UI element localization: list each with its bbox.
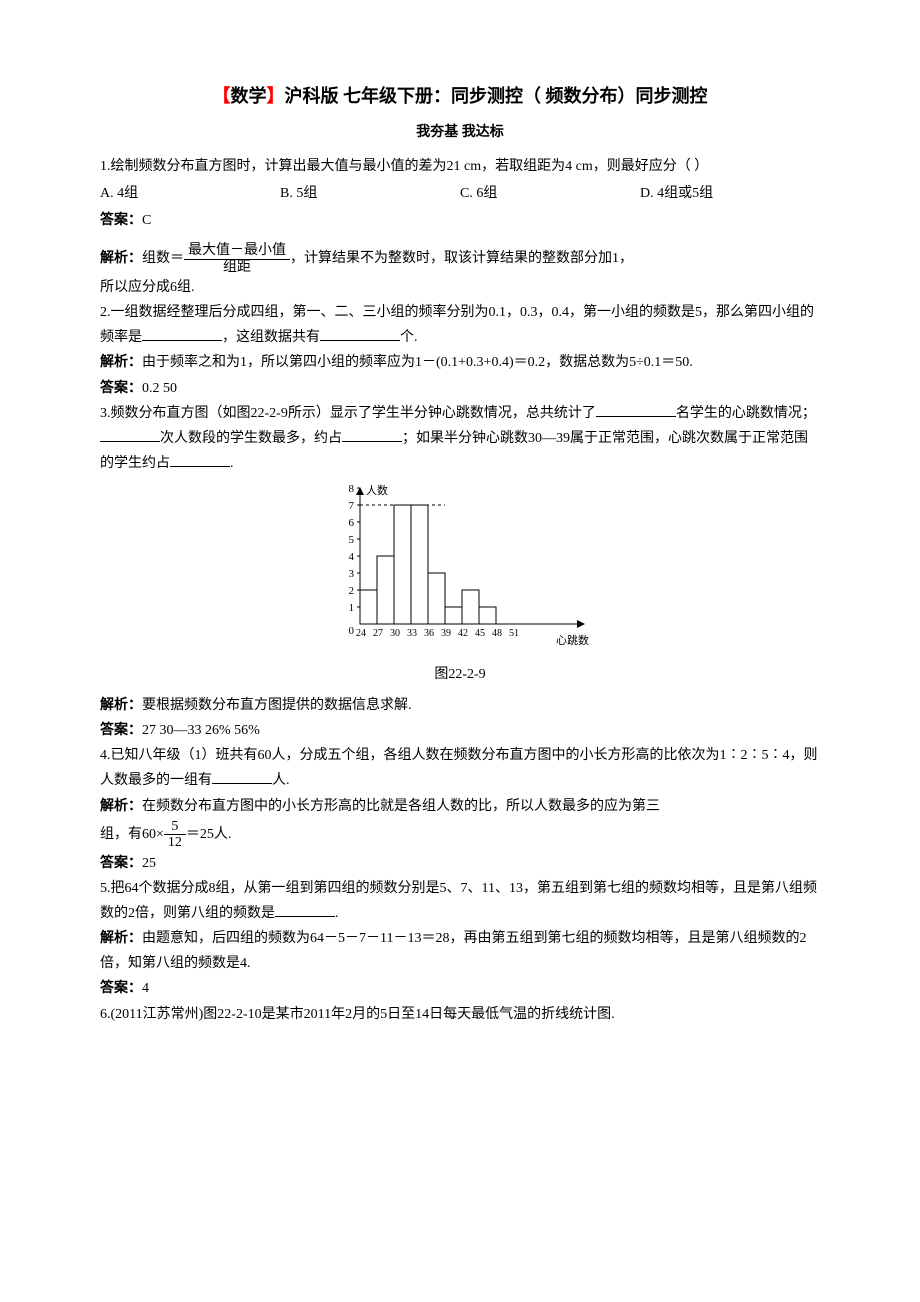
q3-chart: 12345678人数心跳数242730333639424548510 图22-2… [100,482,820,686]
q2-analysis: 由于频率之和为1，所以第四小组的频率应为1－(0.1+0.3+0.4)＝0.2，… [142,355,693,370]
svg-text:2: 2 [349,585,355,597]
option-b: B. 5组 [280,181,460,206]
blank [100,427,160,442]
fraction-numerator: 5 [164,819,186,835]
fraction: 最大值－最小值 组距 [184,243,290,275]
svg-text:24: 24 [356,628,366,639]
title-subject: 数学 [231,86,267,106]
q5-text: 5.把64个数据分成8组，从第一组到第四组的频数分别是5、7、11、13，第五组… [100,876,820,926]
fraction-denominator: 12 [164,835,186,850]
q4-text2: 人. [272,773,290,788]
svg-text:5: 5 [349,534,355,546]
q1-analysis-line2: 所以应分成6组. [100,275,820,300]
answer-label: 答案： [100,213,142,228]
title-bracket: 【 [213,86,231,106]
blank [275,902,335,917]
svg-text:42: 42 [458,628,468,639]
q4-text1: 4.已知八年级（1）班共有60人，分成五个组，各组人数在频数分布直方图中的小长方… [100,748,818,788]
q5-analysis: 由题意知，后四组的频数为64－5－7－11－13＝28，再由第五组到第七组的频数… [100,931,806,971]
svg-text:心跳数: 心跳数 [556,633,589,647]
q6-text: 6.(2011江苏常州)图22-2-10是某市2011年2月的5日至14日每天最… [100,1002,820,1027]
subtitle: 我夯基 我达标 [100,120,820,145]
analysis-label: 解析： [100,799,142,814]
q5-answer: 4 [142,981,149,996]
q3-text2: 名学生的心跳数情况； [676,406,816,421]
q3-text5: . [230,456,234,471]
svg-text:3: 3 [349,568,355,580]
chart-caption: 图22-2-9 [100,662,820,687]
svg-text:48: 48 [492,628,502,639]
q5-text2: . [335,906,339,921]
histogram-svg: 12345678人数心跳数242730333639424548510 [330,482,590,652]
svg-text:1: 1 [349,602,355,614]
svg-text:36: 36 [424,628,434,639]
svg-text:45: 45 [475,628,485,639]
fraction-numerator: 最大值－最小值 [184,243,290,259]
q2-answer: 0.2 50 [142,381,177,396]
q4-answer: 25 [142,856,156,871]
q4-analysis-prefix: 在频数分布直方图中的小长方形高的比就是各组人数的比，所以人数最多的应为第三 [142,799,660,814]
svg-text:4: 4 [349,551,355,563]
q3-text: 3.频数分布直方图（如图22-2-9所示）显示了学生半分钟心跳数情况，总共统计了… [100,401,820,477]
q4-analysis-mid: 组，有60× [100,822,164,847]
q1-analysis-prefix: 组数＝ [142,246,184,271]
analysis-label: 解析： [100,931,142,946]
blank [342,427,402,442]
q2-text: 2.一组数据经整理后分成四组，第一、二、三小组的频率分别为0.1，0.3，0.4… [100,300,820,350]
blank [596,402,676,417]
blank [142,326,222,341]
q3-analysis: 要根据频数分布直方图提供的数据信息求解. [142,698,412,713]
option-d: D. 4组或5组 [640,181,820,206]
blank [212,769,272,784]
q1-options: A. 4组 B. 5组 C. 6组 D. 4组或5组 [100,181,820,206]
svg-text:39: 39 [441,628,451,639]
analysis-label: 解析： [100,355,142,370]
svg-text:0: 0 [349,625,355,637]
svg-text:27: 27 [373,628,383,639]
fraction-denominator: 组距 [184,260,290,275]
svg-text:7: 7 [349,500,355,512]
q3-text1: 3.频数分布直方图（如图22-2-9所示）显示了学生半分钟心跳数情况，总共统计了 [100,406,596,421]
svg-text:8: 8 [349,483,355,495]
q1-analysis-suffix: ，计算结果不为整数时，取该计算结果的整数部分加1， [290,246,633,271]
title-bracket: 】 [267,86,285,106]
q1-answer: C [142,213,151,228]
analysis-label: 解析： [100,698,142,713]
q5-text1: 5.把64个数据分成8组，从第一组到第四组的频数分别是5、7、11、13，第五组… [100,881,817,921]
option-c: C. 6组 [460,181,640,206]
q1-text: 1.绘制频数分布直方图时，计算出最大值与最小值的差为21 cm，若取组距为4 c… [100,154,820,179]
answer-label: 答案： [100,856,142,871]
q3-text3: 次人数段的学生数最多，约占 [160,431,342,446]
page-title: 【数学】沪科版 七年级下册：同步测控（ 频数分布）同步测控 [100,80,820,112]
svg-text:30: 30 [390,628,400,639]
q3-answer: 27 30—33 26% 56% [142,723,260,738]
q4-text: 4.已知八年级（1）班共有60人，分成五个组，各组人数在频数分布直方图中的小长方… [100,743,820,793]
title-rest: 沪科版 七年级下册：同步测控（ 频数分布）同步测控 [285,86,708,106]
answer-label: 答案： [100,981,142,996]
fraction: 5 12 [164,819,186,851]
answer-label: 答案： [100,723,142,738]
analysis-label: 解析： [100,246,142,271]
svg-text:6: 6 [349,517,355,529]
blank [170,452,230,467]
q2-text3: 个. [400,330,418,345]
q4-analysis-suffix: ＝25人. [186,822,232,847]
blank [320,326,400,341]
svg-text:33: 33 [407,628,417,639]
q2-text2: ，这组数据共有 [222,330,320,345]
svg-text:人数: 人数 [366,484,388,497]
answer-label: 答案： [100,381,142,396]
option-a: A. 4组 [100,181,280,206]
svg-text:51: 51 [509,628,519,639]
